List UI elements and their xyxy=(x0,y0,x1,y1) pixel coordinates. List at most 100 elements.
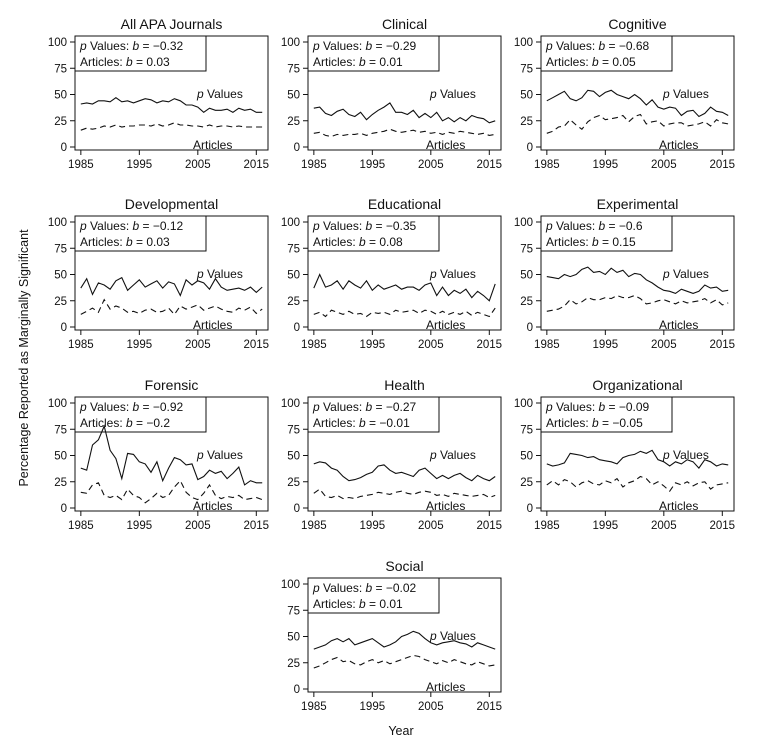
panel-developmental: Developmental 0 25 50 75 100 1985 1995 2005 2015 p… xyxy=(48,196,269,351)
y-tick-label-health-100: 100 xyxy=(281,398,300,410)
legend-articles-social: Articles: b = 0.01 xyxy=(313,597,403,611)
panel-title-experimental: Experimental xyxy=(597,196,679,212)
x-tick-label-forensic-2005: 2005 xyxy=(185,520,211,532)
p-values-line-cognitive xyxy=(546,89,729,118)
legend-articles-clinical: Articles: b = 0.01 xyxy=(313,55,403,69)
p-values-label-organizational: p Values xyxy=(662,448,709,462)
p-values-label-health: p Values xyxy=(429,448,476,462)
panel-title-social: Social xyxy=(385,558,423,574)
legend-box-developmental xyxy=(74,215,207,252)
articles-label-experimental: Articles xyxy=(659,318,698,332)
p-values-label-all-apa-journals: p Values xyxy=(196,87,243,101)
articles-label-developmental: Articles xyxy=(193,318,232,332)
y-tick-label-organizational-25: 25 xyxy=(520,477,533,489)
y-tick-label-forensic-50: 50 xyxy=(54,451,67,463)
panel-organizational: Organizational 0 25 50 75 100 1985 1995 2005 2015… xyxy=(514,377,735,532)
x-tick-label-health-1995: 1995 xyxy=(360,520,386,532)
articles-line-forensic xyxy=(80,479,263,504)
y-tick-label-all-apa-journals-25: 25 xyxy=(54,116,67,128)
p-values-label-developmental: p Values xyxy=(196,267,243,281)
articles-label-health: Articles xyxy=(426,499,465,513)
legend-p-values-clinical: p Values: b = −0.29 xyxy=(312,39,417,53)
y-tick-label-experimental-75: 75 xyxy=(520,243,533,255)
p-values-label-experimental: p Values xyxy=(662,267,709,281)
x-tick-label-educational-2005: 2005 xyxy=(418,339,444,351)
legend-p-values-experimental: p Values: b = −0.6 xyxy=(545,219,643,233)
legend-box-forensic xyxy=(74,396,207,433)
panel-health: Health 0 25 50 75 100 1985 1995 2005 2015 p Values… xyxy=(281,377,502,532)
y-tick-label-educational-25: 25 xyxy=(287,296,300,308)
legend-articles-cognitive: Articles: b = 0.05 xyxy=(546,55,636,69)
legend-box-organizational xyxy=(540,396,673,433)
p-values-line-developmental xyxy=(80,276,263,297)
y-tick-label-organizational-75: 75 xyxy=(520,424,533,436)
p-values-line-health xyxy=(313,461,496,482)
x-tick-label-cognitive-1995: 1995 xyxy=(593,159,619,171)
legend-p-values-all-apa-journals: p Values: b = −0.32 xyxy=(79,39,184,53)
y-tick-label-educational-75: 75 xyxy=(287,243,300,255)
p-values-label-cognitive: p Values xyxy=(662,87,709,101)
legend-p-values-organizational: p Values: b = −0.09 xyxy=(545,400,650,414)
y-tick-label-educational-50: 50 xyxy=(287,270,300,282)
x-tick-label-organizational-1995: 1995 xyxy=(593,520,619,532)
articles-line-cognitive xyxy=(546,113,729,134)
x-tick-label-educational-2015: 2015 xyxy=(477,339,503,351)
legend-articles-organizational: Articles: b = −0.05 xyxy=(546,416,643,430)
y-tick-label-cognitive-75: 75 xyxy=(520,63,533,75)
y-tick-label-developmental-25: 25 xyxy=(54,296,67,308)
articles-label-clinical: Articles xyxy=(426,138,465,152)
legend-articles-experimental: Articles: b = 0.15 xyxy=(546,235,636,249)
x-tick-label-developmental-1995: 1995 xyxy=(127,339,153,351)
x-tick-label-developmental-2015: 2015 xyxy=(244,339,270,351)
y-tick-label-experimental-50: 50 xyxy=(520,270,533,282)
y-tick-label-clinical-0: 0 xyxy=(294,142,300,154)
legend-box-educational xyxy=(307,215,440,252)
y-tick-label-forensic-75: 75 xyxy=(54,424,67,436)
panel-cognitive: Cognitive 0 25 50 75 100 1985 1995 2005 2015 p Val… xyxy=(514,16,735,171)
p-values-label-clinical: p Values xyxy=(429,87,476,101)
legend-p-values-cognitive: p Values: b = −0.68 xyxy=(545,39,650,53)
y-tick-label-experimental-25: 25 xyxy=(520,296,533,308)
y-tick-label-organizational-0: 0 xyxy=(527,503,533,515)
panel-experimental: Experimental 0 25 50 75 100 1985 1995 2005 2015 p … xyxy=(514,196,735,351)
y-tick-label-all-apa-journals-0: 0 xyxy=(61,142,67,154)
y-tick-label-clinical-100: 100 xyxy=(281,37,300,49)
x-tick-label-all-apa-journals-2015: 2015 xyxy=(244,159,270,171)
articles-line-experimental xyxy=(546,294,729,312)
y-axis-label: Percentage Reported as Marginally Signif… xyxy=(17,229,31,487)
y-tick-label-developmental-75: 75 xyxy=(54,243,67,255)
x-tick-label-clinical-1985: 1985 xyxy=(301,159,327,171)
legend-articles-all-apa-journals: Articles: b = 0.03 xyxy=(80,55,170,69)
x-tick-label-educational-1985: 1985 xyxy=(301,339,327,351)
x-tick-label-clinical-2015: 2015 xyxy=(477,159,503,171)
legend-p-values-developmental: p Values: b = −0.12 xyxy=(79,219,184,233)
x-tick-label-clinical-2005: 2005 xyxy=(418,159,444,171)
p-values-line-educational xyxy=(313,273,496,302)
x-tick-label-clinical-1995: 1995 xyxy=(360,159,386,171)
y-tick-label-clinical-75: 75 xyxy=(287,63,300,75)
x-tick-label-experimental-2005: 2005 xyxy=(651,339,677,351)
p-values-label-forensic: p Values xyxy=(196,448,243,462)
y-tick-label-health-50: 50 xyxy=(287,451,300,463)
x-tick-label-forensic-2015: 2015 xyxy=(244,520,270,532)
panel-title-forensic: Forensic xyxy=(145,377,199,393)
x-tick-label-health-2005: 2005 xyxy=(418,520,444,532)
x-tick-label-social-1985: 1985 xyxy=(301,701,327,713)
p-values-line-all-apa-journals xyxy=(80,97,263,114)
panel-all-apa-journals: All APA Journals 0 25 50 75 100 1985 1995 2005 20… xyxy=(48,16,269,171)
panel-title-all-apa-journals: All APA Journals xyxy=(121,16,223,32)
y-tick-label-developmental-100: 100 xyxy=(48,217,67,229)
x-tick-label-social-1995: 1995 xyxy=(360,701,386,713)
p-values-line-forensic xyxy=(80,424,263,486)
articles-line-developmental xyxy=(80,298,263,316)
panel-social: Social 0 25 50 75 100 1985 1995 2005 2015 p Values… xyxy=(281,558,502,713)
y-tick-label-cognitive-25: 25 xyxy=(520,116,533,128)
articles-label-cognitive: Articles xyxy=(659,138,698,152)
y-tick-label-social-75: 75 xyxy=(287,605,300,617)
p-values-line-experimental xyxy=(546,266,729,295)
y-tick-label-cognitive-100: 100 xyxy=(514,37,533,49)
x-tick-label-forensic-1985: 1985 xyxy=(68,520,94,532)
legend-box-health xyxy=(307,396,440,433)
panel-title-organizational: Organizational xyxy=(592,377,682,393)
x-tick-label-developmental-1985: 1985 xyxy=(68,339,94,351)
